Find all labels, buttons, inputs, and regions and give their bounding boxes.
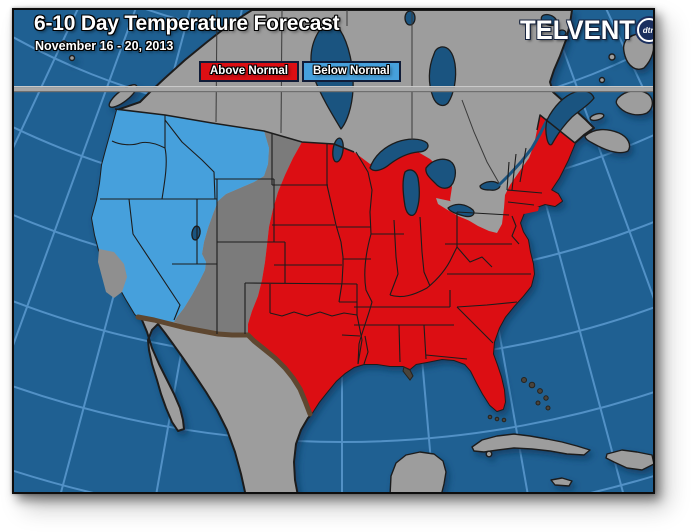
region-above-normal (248, 115, 575, 416)
legend-below-normal: Below Normal (301, 61, 401, 82)
yucatan-peninsula (389, 451, 447, 492)
region-near-normal (174, 131, 302, 335)
us-mexico-border-strip (135, 314, 313, 417)
canada-lake-3 (557, 29, 567, 37)
lake-erie (447, 203, 475, 218)
nova-scotia (584, 128, 631, 154)
canada-lake (404, 10, 416, 26)
canada-us-border (114, 108, 576, 153)
gulf-island (608, 53, 616, 61)
isle-of-youth (485, 450, 493, 458)
divider-bar (14, 86, 653, 93)
anticosti-island (598, 76, 606, 84)
page-title: 6-10 Day Temperature Forecast (34, 12, 340, 35)
map-frame: 6-10 Day Temperature Forecast November 1… (12, 8, 655, 494)
lake-huron (425, 158, 457, 189)
haida-island (60, 40, 68, 48)
legend-above-normal: Above Normal (199, 61, 299, 82)
province-borders (215, 10, 500, 184)
lake-superior (369, 138, 429, 172)
region-below-normal (92, 110, 269, 322)
date-range: November 16 - 20, 2013 (35, 39, 174, 53)
prince-edward-island (589, 112, 605, 122)
california-coast-patch (98, 249, 127, 298)
lake-michigan (402, 169, 420, 217)
gulf-of-st-lawrence (545, 90, 595, 146)
brand-logo: TELVENT (520, 15, 635, 45)
mississippi-delta (402, 366, 414, 381)
james-bay (428, 46, 457, 107)
haida-island-2 (68, 54, 76, 62)
north-america-map (14, 10, 653, 492)
jamaica (550, 477, 573, 487)
lake-ontario (479, 180, 501, 191)
long-island (518, 206, 539, 214)
dtn-badge: dtn (637, 18, 655, 42)
cuba (471, 433, 591, 456)
legend: Above Normal Below Normal (199, 61, 401, 82)
bahamas-and-keys (487, 377, 551, 423)
hispaniola (605, 449, 653, 471)
dtn-badge-label: dtn (642, 25, 655, 35)
state-borders (100, 115, 543, 365)
canada-lake-2 (540, 13, 558, 27)
